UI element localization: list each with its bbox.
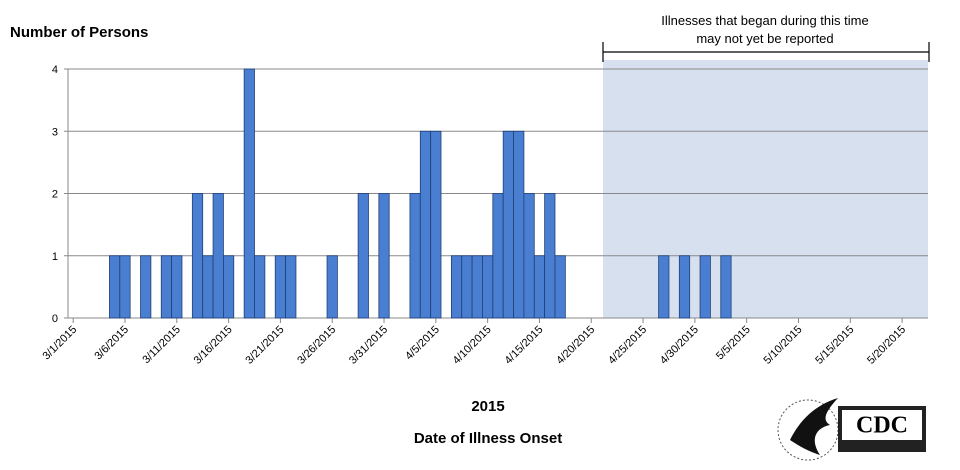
bar	[430, 130, 442, 319]
annotation: Illnesses that began during this time	[661, 13, 868, 28]
bar	[243, 68, 255, 319]
x-tick-label: 4/25/2015	[606, 324, 649, 367]
x-tick-label: 3/6/2015	[92, 324, 131, 363]
x-tick-label: 4/5/2015	[403, 324, 442, 363]
bar	[658, 255, 670, 319]
bar	[513, 130, 525, 319]
bar	[461, 255, 473, 319]
x-tick-label: 4/15/2015	[502, 324, 545, 367]
cdc-logo-text: CDC	[856, 413, 908, 439]
bar	[720, 255, 732, 319]
bar	[533, 255, 546, 319]
bar	[285, 255, 297, 319]
bar	[254, 255, 266, 319]
y-tick-label: 1	[52, 251, 58, 263]
x-tick-label: 4/10/2015	[451, 324, 494, 367]
x-tick-label: 5/10/2015	[762, 324, 805, 367]
x-tick-label: 3/26/2015	[295, 324, 338, 367]
x-tick-label: 4/30/2015	[658, 324, 701, 367]
bar	[409, 193, 421, 319]
bar	[119, 255, 131, 319]
x-tick-label: 3/11/2015	[140, 324, 183, 367]
bar	[109, 255, 121, 319]
bar	[202, 255, 214, 319]
bar	[223, 255, 235, 319]
annotation: may not yet be reported	[696, 31, 833, 46]
bar	[523, 193, 535, 319]
y-tick-label: 3	[52, 126, 58, 138]
x-axis-label: Date of Illness Onset	[414, 430, 562, 447]
bar	[419, 130, 432, 319]
bar	[171, 255, 183, 319]
annotation-bracket	[602, 42, 930, 62]
bar	[544, 193, 556, 319]
x-tick-label: 5/20/2015	[865, 324, 908, 367]
bar	[554, 255, 566, 319]
bar	[274, 255, 286, 319]
bar	[212, 193, 224, 319]
x-tick-label: 3/16/2015	[192, 324, 235, 367]
x-axis-sublabel: 2015	[471, 398, 504, 415]
bar	[492, 193, 504, 319]
y-axis-label: Number of Persons	[10, 24, 148, 41]
x-tick-label: 3/21/2015	[243, 324, 286, 367]
x-tick-label: 5/15/2015	[813, 324, 856, 367]
bar	[160, 255, 173, 319]
bar	[699, 255, 711, 319]
y-tick-label: 4	[52, 64, 58, 76]
y-tick-label: 2	[52, 189, 58, 201]
cdc-logo: CDC	[838, 406, 926, 452]
bar	[378, 193, 390, 319]
bar	[357, 193, 369, 319]
bar	[482, 255, 494, 319]
x-tick-label: 4/20/2015	[554, 324, 597, 367]
x-tick-label: 5/5/2015	[714, 324, 753, 363]
bar	[502, 130, 514, 319]
x-tick-label: 3/31/2015	[347, 324, 390, 367]
bar	[191, 193, 204, 319]
bar	[326, 255, 338, 319]
hhs-logo	[777, 398, 839, 461]
unreported-shade	[603, 60, 928, 318]
bar	[471, 255, 483, 319]
bar	[140, 255, 152, 319]
x-tick-label: 3/1/2015	[41, 324, 80, 363]
bar	[450, 255, 463, 319]
bar	[678, 255, 691, 319]
y-tick-label: 0	[52, 313, 58, 325]
